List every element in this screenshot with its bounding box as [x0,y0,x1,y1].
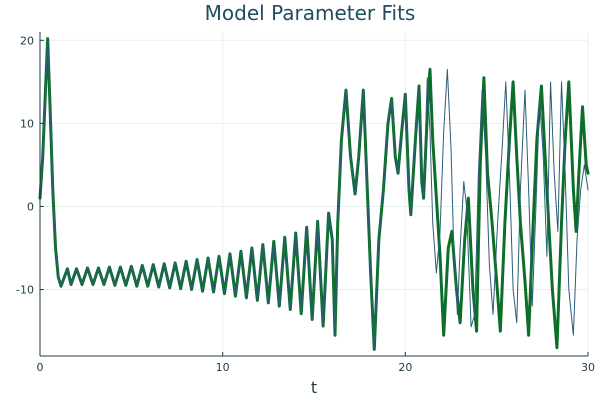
y-tick-label: -10 [16,284,34,297]
x-tick-label: 10 [216,361,230,374]
x-tick-label: 0 [37,361,44,374]
chart-title: Model Parameter Fits [205,1,416,25]
x-tick-label: 20 [398,361,412,374]
y-tick-label: 20 [20,34,34,47]
y-tick-label: 10 [20,117,34,130]
x-tick-label: 30 [581,361,595,374]
series-line-2 [39,38,589,350]
axis-layer [39,32,588,357]
x-axis-label: t [311,378,317,397]
series-layer [38,37,590,351]
y-tick-label: 0 [27,200,34,213]
tick-layer: 0 10 20 30 -10 0 10 20 [16,34,595,374]
